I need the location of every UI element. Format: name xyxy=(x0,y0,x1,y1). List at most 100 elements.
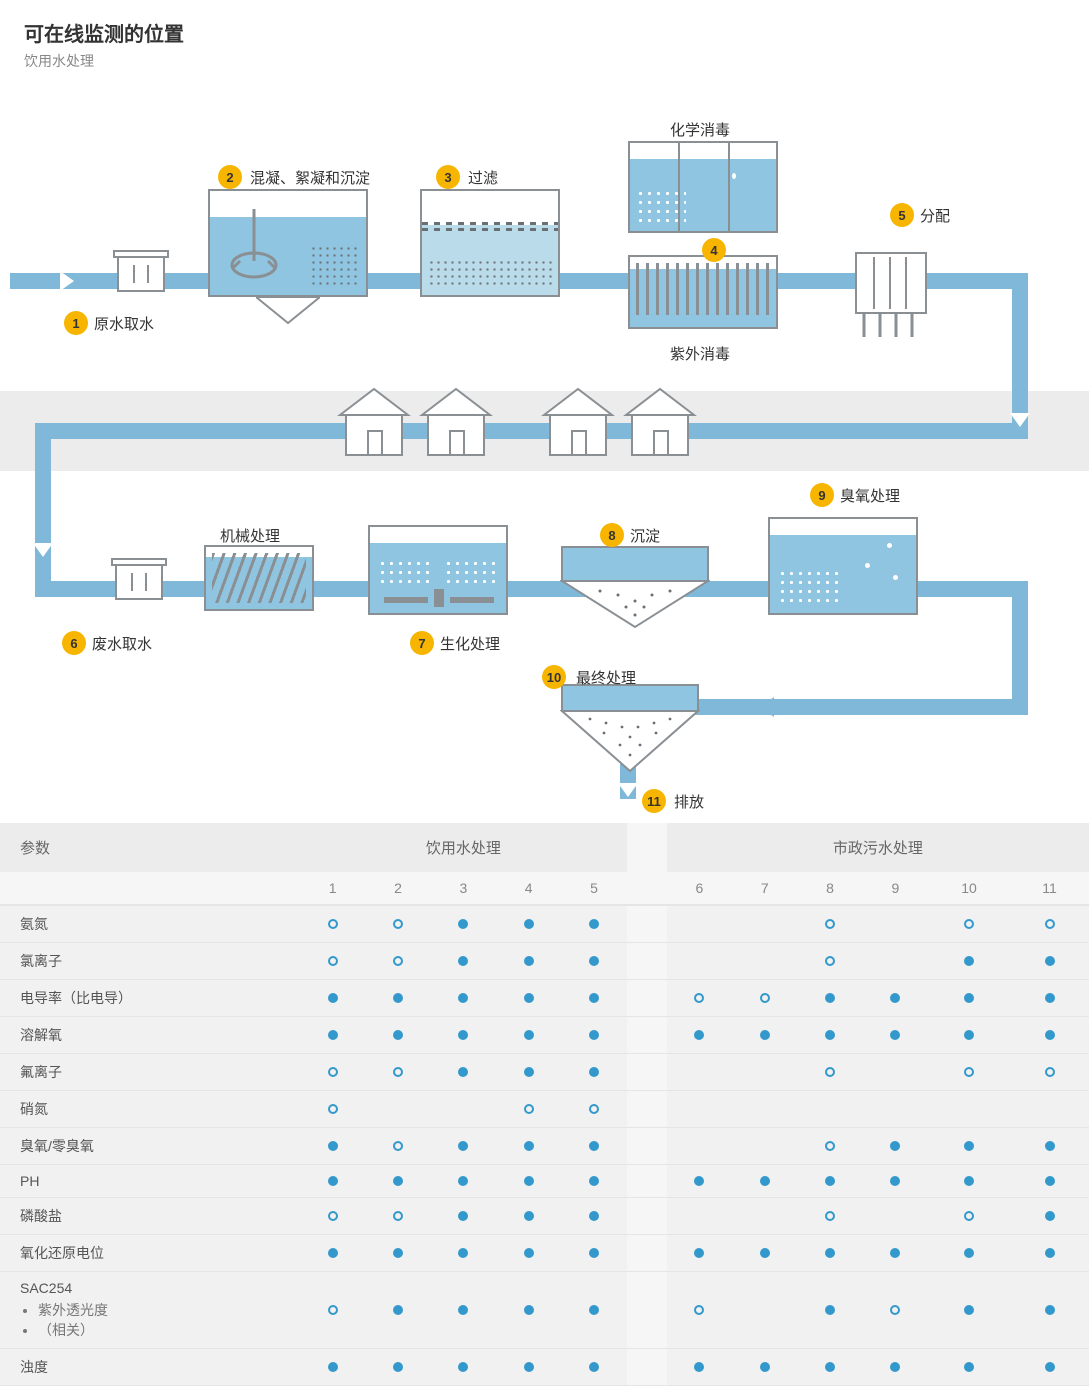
cell xyxy=(431,1054,496,1091)
param-name: 电导率（比电导） xyxy=(0,980,300,1017)
dot-solid-icon xyxy=(964,1248,974,1258)
dot-open-icon xyxy=(760,993,770,1003)
cell xyxy=(496,1017,561,1054)
col-gap xyxy=(627,823,667,872)
cell xyxy=(561,1128,626,1165)
dot-open-icon xyxy=(694,993,704,1003)
dot-solid-icon xyxy=(458,1305,468,1315)
dot-solid-icon xyxy=(458,956,468,966)
stage-badge-1: 1 xyxy=(64,311,88,335)
cell xyxy=(1010,1054,1089,1091)
cell-gap xyxy=(627,1165,667,1198)
cell xyxy=(797,1054,862,1091)
cell xyxy=(928,943,1010,980)
cell xyxy=(300,1054,365,1091)
param-name: 氧化还原电位 xyxy=(0,1235,300,1272)
cell xyxy=(561,1198,626,1235)
dot-solid-icon xyxy=(458,919,468,929)
waste-intake-station xyxy=(106,551,176,616)
table-row: 电导率（比电导） xyxy=(0,980,1089,1017)
col-gap xyxy=(627,872,667,905)
dot-open-icon xyxy=(328,956,338,966)
dot-solid-icon xyxy=(393,993,403,1003)
dot-solid-icon xyxy=(964,1305,974,1315)
table-row: 氧化还原电位 xyxy=(0,1235,1089,1272)
tank-ozone xyxy=(768,517,918,615)
tank-biochemical xyxy=(368,525,508,615)
cell xyxy=(928,905,1010,943)
dot-open-icon xyxy=(964,1211,974,1221)
col-group-drinking: 饮用水处理 xyxy=(300,823,627,872)
dot-solid-icon xyxy=(890,1248,900,1258)
col-header-param: 参数 xyxy=(0,823,300,872)
dot-open-icon xyxy=(524,1104,534,1114)
cell xyxy=(928,1128,1010,1165)
dot-open-icon xyxy=(825,1211,835,1221)
cell xyxy=(667,1054,732,1091)
table-row: 浊度 xyxy=(0,1349,1089,1386)
dot-solid-icon xyxy=(964,956,974,966)
arrow-discharge-icon xyxy=(618,783,638,797)
cell xyxy=(732,1017,797,1054)
dot-solid-icon xyxy=(393,1305,403,1315)
cell xyxy=(863,905,928,943)
houses-left-icon xyxy=(330,379,510,459)
cell xyxy=(797,980,862,1017)
cell xyxy=(1010,1128,1089,1165)
cell-gap xyxy=(627,1198,667,1235)
cell xyxy=(561,1017,626,1054)
cell xyxy=(863,1272,928,1349)
cell xyxy=(667,1349,732,1386)
dot-solid-icon xyxy=(1045,1248,1055,1258)
cell xyxy=(1010,1272,1089,1349)
dot-solid-icon xyxy=(589,1176,599,1186)
cell-gap xyxy=(627,1054,667,1091)
cell xyxy=(797,943,862,980)
dot-solid-icon xyxy=(964,1176,974,1186)
dot-solid-icon xyxy=(760,1362,770,1372)
cell-gap xyxy=(627,1235,667,1272)
label-mechanical: 机械处理 xyxy=(220,525,280,546)
dot-solid-icon xyxy=(589,1305,599,1315)
cell xyxy=(431,1128,496,1165)
cell xyxy=(667,980,732,1017)
dot-solid-icon xyxy=(964,1141,974,1151)
dot-solid-icon xyxy=(524,919,534,929)
cell xyxy=(667,1165,732,1198)
dot-solid-icon xyxy=(328,1362,338,1372)
cell-gap xyxy=(627,905,667,943)
dot-solid-icon xyxy=(328,993,338,1003)
col-group-wastewater: 市政污水处理 xyxy=(667,823,1089,872)
cell xyxy=(797,905,862,943)
dot-solid-icon xyxy=(890,1176,900,1186)
pipe-row2 xyxy=(35,423,1028,439)
dot-open-icon xyxy=(825,919,835,929)
dot-solid-icon xyxy=(328,1176,338,1186)
cell xyxy=(1010,905,1089,943)
table-row: 氯离子 xyxy=(0,943,1089,980)
cell xyxy=(732,1198,797,1235)
cell xyxy=(300,1272,365,1349)
arrow-down-icon xyxy=(1010,413,1030,427)
dot-solid-icon xyxy=(694,1176,704,1186)
cell xyxy=(300,943,365,980)
parameters-table: 参数 饮用水处理 市政污水处理 1234567891011 氨氮氯离子电导率（比… xyxy=(0,823,1089,1386)
cell xyxy=(1010,1235,1089,1272)
houses-right-icon xyxy=(534,379,714,459)
param-name: 氯离子 xyxy=(0,943,300,980)
cell-gap xyxy=(627,980,667,1017)
cell xyxy=(300,905,365,943)
cell xyxy=(863,1128,928,1165)
tank-coagulation xyxy=(208,189,368,297)
dot-open-icon xyxy=(694,1305,704,1315)
cell xyxy=(365,1128,430,1165)
cell xyxy=(365,905,430,943)
param-name: 浊度 xyxy=(0,1349,300,1386)
table-row: 臭氧/零臭氧 xyxy=(0,1128,1089,1165)
cell xyxy=(1010,943,1089,980)
stage-label-10: 最终处理 xyxy=(576,667,636,688)
dot-solid-icon xyxy=(524,1030,534,1040)
cell xyxy=(797,1272,862,1349)
dot-solid-icon xyxy=(964,1030,974,1040)
cell xyxy=(797,1091,862,1128)
